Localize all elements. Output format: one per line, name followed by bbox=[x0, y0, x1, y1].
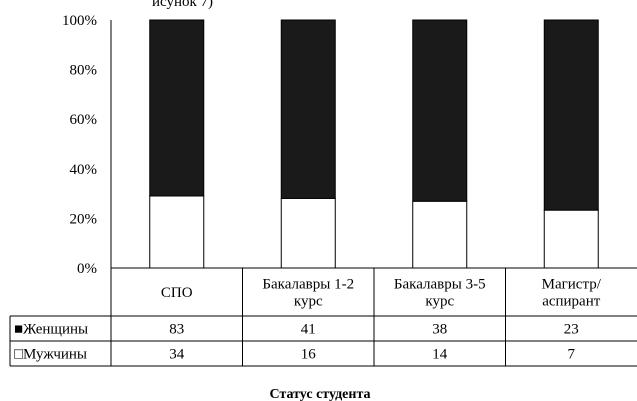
data-table-value: 38 bbox=[432, 322, 447, 338]
y-tick-label: 100% bbox=[62, 13, 97, 29]
legend-entry: □Мужчины bbox=[14, 347, 87, 363]
y-tick-label: 40% bbox=[70, 162, 98, 178]
data-table-value: 34 bbox=[169, 347, 185, 363]
y-tick-label: 60% bbox=[70, 112, 98, 128]
y-axis-ticks: 0% 20% 40% 60% 80% 100% bbox=[62, 13, 97, 277]
bar-Мужчины bbox=[412, 200, 468, 269]
category-label: курс bbox=[294, 294, 323, 310]
x-axis-title: Статус студента bbox=[269, 387, 370, 401]
data-table-value: 7 bbox=[568, 347, 576, 363]
data-table-value: 16 bbox=[301, 347, 317, 363]
data-table-value: 83 bbox=[169, 322, 184, 338]
bar-Женщины bbox=[543, 19, 599, 211]
data-table-value: 41 bbox=[301, 322, 316, 338]
category-label: Бакалавры 3-5 bbox=[394, 277, 486, 293]
clipped-caption: исунок 7) bbox=[152, 0, 213, 10]
bar-Мужчины bbox=[149, 195, 205, 269]
category-label: СПО bbox=[161, 285, 193, 301]
y-tick-label: 0% bbox=[77, 261, 97, 277]
category-label: Магистр/ bbox=[542, 277, 602, 293]
category-label: Бакалавры 1-2 bbox=[262, 277, 354, 293]
bar-Мужчины bbox=[543, 209, 599, 269]
data-table-value: 23 bbox=[564, 322, 579, 338]
category-label: аспирант bbox=[542, 294, 601, 310]
y-tick-label: 80% bbox=[70, 63, 98, 79]
bars bbox=[149, 19, 599, 269]
bar-Женщины bbox=[149, 19, 205, 197]
y-tick-label: 20% bbox=[70, 211, 98, 227]
bar-Женщины bbox=[280, 19, 336, 199]
bar-Мужчины bbox=[280, 197, 336, 269]
bar-Женщины bbox=[412, 19, 468, 202]
category-label: курс bbox=[425, 294, 454, 310]
legend-entry: ■Женщины bbox=[14, 322, 88, 338]
data-table-value: 14 bbox=[432, 347, 448, 363]
